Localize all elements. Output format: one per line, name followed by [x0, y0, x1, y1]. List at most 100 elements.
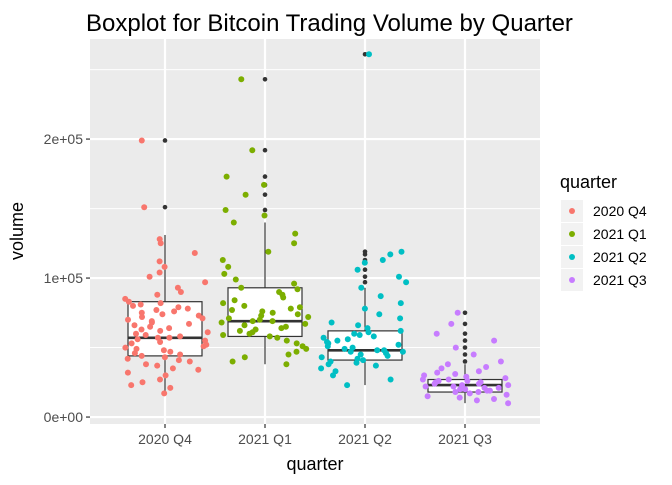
- data-point: [357, 351, 364, 358]
- data-point: [497, 358, 504, 365]
- box-outlier-point: [462, 345, 468, 350]
- data-point: [327, 358, 334, 365]
- data-point: [161, 354, 168, 361]
- data-point: [294, 311, 301, 318]
- data-point: [283, 361, 290, 368]
- y-tick-label: 0e+00: [44, 409, 84, 425]
- data-point: [122, 295, 129, 302]
- data-point: [481, 384, 488, 391]
- data-point: [318, 354, 325, 361]
- y-axis: 0e+00 1e+05 2e+05: [44, 131, 90, 425]
- data-point: [324, 339, 330, 345]
- data-point: [138, 352, 145, 359]
- x-tick-label: 2020 Q4: [138, 431, 192, 447]
- data-point: [249, 318, 256, 325]
- data-point: [334, 337, 341, 344]
- data-point: [223, 173, 230, 180]
- data-point: [282, 323, 289, 330]
- x-tick-label: 2021 Q3: [438, 431, 492, 447]
- data-point: [169, 365, 176, 372]
- data-point: [143, 361, 149, 368]
- data-point: [229, 358, 236, 365]
- data-point: [265, 248, 272, 255]
- data-point: [452, 344, 459, 351]
- data-point: [261, 181, 267, 188]
- data-point: [475, 389, 482, 395]
- data-point: [505, 400, 512, 407]
- data-point: [128, 340, 135, 347]
- box-outlier-point: [262, 147, 268, 153]
- data-point: [502, 375, 509, 382]
- box-outlier-point: [462, 321, 468, 327]
- data-point: [175, 357, 182, 364]
- data-point: [292, 230, 299, 237]
- data-point: [291, 240, 298, 247]
- data-point: [320, 334, 327, 341]
- data-point: [477, 379, 484, 386]
- data-point: [186, 358, 193, 365]
- data-point: [397, 327, 404, 334]
- data-point: [463, 373, 470, 380]
- data-point: [372, 362, 379, 369]
- data-point: [444, 361, 451, 368]
- data-point: [131, 322, 138, 329]
- data-point: [229, 307, 235, 313]
- data-point: [218, 319, 225, 326]
- data-point: [354, 266, 361, 273]
- data-point: [302, 320, 309, 327]
- data-point: [130, 302, 136, 309]
- data-point: [294, 286, 301, 293]
- data-point: [139, 379, 146, 386]
- data-point: [470, 351, 477, 358]
- data-point: [133, 330, 139, 337]
- legend-label: 2021 Q1: [593, 226, 647, 242]
- data-point: [374, 347, 381, 354]
- data-point: [377, 293, 384, 300]
- data-point: [358, 284, 365, 291]
- data-point: [452, 389, 459, 395]
- data-point: [473, 397, 480, 404]
- data-point: [318, 365, 325, 372]
- box-outlier-point: [462, 352, 468, 357]
- box-outlier-point: [362, 267, 368, 273]
- legend: quarter 2020 Q4 2021 Q1 2021 Q2 2021 Q3: [560, 172, 647, 291]
- y-tick-label: 1e+05: [44, 270, 84, 286]
- box-outlier-point: [462, 359, 468, 364]
- data-point: [171, 308, 178, 315]
- data-point: [230, 219, 237, 226]
- data-point: [167, 348, 174, 355]
- data-point: [202, 279, 209, 286]
- data-point: [225, 315, 232, 322]
- data-point: [160, 347, 167, 354]
- data-point: [232, 276, 239, 283]
- data-point: [146, 273, 153, 280]
- box-iqr: [327, 330, 403, 361]
- data-point: [204, 329, 211, 336]
- data-point: [356, 332, 363, 338]
- data-point: [177, 351, 184, 358]
- data-point: [435, 377, 442, 384]
- data-point: [287, 305, 294, 312]
- data-point: [361, 305, 368, 312]
- legend-title: quarter: [560, 172, 617, 192]
- data-point: [156, 269, 163, 276]
- legend-label: 2021 Q3: [593, 272, 647, 288]
- box-outlier-point: [162, 138, 168, 143]
- data-point: [161, 390, 168, 397]
- data-point: [220, 300, 227, 307]
- data-point: [445, 376, 452, 383]
- box-outlier-point: [362, 274, 368, 279]
- data-point: [225, 263, 232, 270]
- data-point: [360, 357, 367, 364]
- data-point: [456, 394, 463, 401]
- data-point: [222, 207, 229, 213]
- data-point: [351, 330, 358, 337]
- data-point: [434, 369, 441, 376]
- data-point: [291, 280, 298, 287]
- data-point: [283, 337, 290, 344]
- box-outlier-point: [462, 331, 468, 336]
- data-point: [274, 334, 281, 341]
- data-point: [387, 376, 394, 383]
- data-point: [134, 336, 141, 343]
